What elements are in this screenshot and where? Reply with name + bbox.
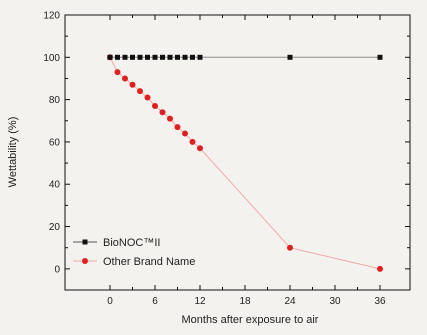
- x-tick-label: 18: [239, 296, 251, 307]
- data-point: [122, 75, 128, 82]
- data-point: [287, 244, 293, 251]
- y-tick-label: 0: [54, 264, 60, 275]
- data-point: [377, 265, 383, 272]
- y-tick-label: 80: [49, 95, 61, 106]
- data-point: [377, 54, 383, 60]
- data-point: [144, 94, 151, 101]
- data-point: [115, 54, 120, 60]
- axis-ticks: 0 6 12 18 24 30 36 0 20 40 60 80 100 120: [43, 11, 410, 307]
- data-point: [152, 102, 158, 109]
- data-point: [137, 88, 143, 95]
- data-point: [182, 130, 188, 137]
- data-point: [182, 54, 188, 60]
- y-tick-label: 100: [43, 53, 60, 64]
- x-tick-label: 0: [107, 296, 113, 307]
- data-point: [145, 54, 150, 60]
- data-point: [174, 124, 181, 131]
- data-point: [114, 69, 121, 76]
- data-point: [159, 109, 166, 116]
- x-tick-label: 36: [374, 296, 386, 307]
- legend: BioNOC™II Other Brand Name: [73, 237, 195, 268]
- data-point: [197, 54, 203, 60]
- legend-marker: [82, 239, 88, 245]
- x-tick-label: 30: [329, 296, 341, 307]
- data-point: [129, 81, 136, 88]
- y-axis-title: Wettability (%): [7, 117, 19, 188]
- data-point: [130, 54, 135, 60]
- data-point: [189, 138, 196, 145]
- data-point: [197, 145, 203, 152]
- x-tick-label: 12: [194, 296, 206, 307]
- data-point: [167, 115, 173, 122]
- data-point: [122, 54, 128, 60]
- data-point: [287, 54, 293, 60]
- data-point: [175, 54, 180, 60]
- x-axis-title: Months after exposure to air: [182, 314, 319, 326]
- x-tick-label: 6: [152, 296, 158, 307]
- series-bionoc: [107, 54, 383, 60]
- x-tick-label: 24: [284, 296, 296, 307]
- legend-label: BioNOC™II: [103, 237, 160, 249]
- y-tick-label: 40: [49, 180, 61, 191]
- legend-item: Other Brand Name: [73, 256, 195, 268]
- legend-item: BioNOC™II: [73, 237, 160, 249]
- legend-label: Other Brand Name: [103, 256, 195, 268]
- data-point: [107, 54, 113, 60]
- y-tick-label: 120: [43, 11, 60, 22]
- plot-frame: [64, 14, 411, 291]
- data-series: [107, 54, 383, 272]
- data-point: [190, 54, 195, 60]
- data-point: [152, 54, 158, 60]
- data-point: [160, 54, 165, 60]
- y-tick-label: 60: [49, 137, 61, 148]
- data-point: [167, 54, 173, 60]
- data-point: [137, 54, 143, 60]
- legend-marker: [82, 258, 88, 264]
- y-tick-label: 20: [49, 222, 61, 233]
